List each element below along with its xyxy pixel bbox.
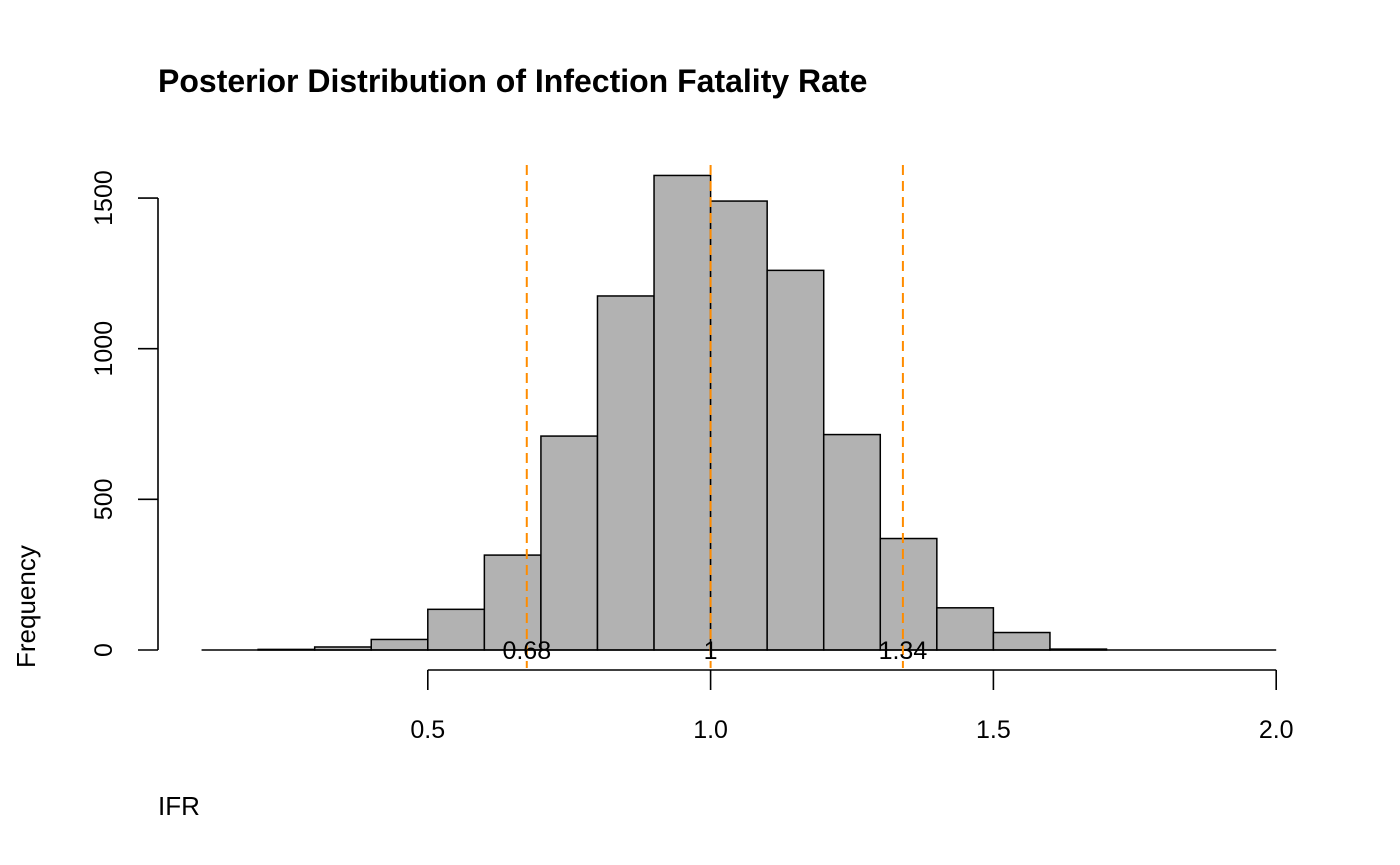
x-axis-label: IFR bbox=[158, 791, 200, 821]
histogram-bar bbox=[427, 608, 486, 651]
histogram-bar bbox=[992, 631, 1051, 651]
y-tick-label: 0 bbox=[90, 643, 118, 657]
histogram-bars bbox=[201, 174, 1277, 651]
x-tick-label: 1.0 bbox=[693, 716, 728, 744]
x-tick-label: 1.5 bbox=[976, 716, 1011, 744]
reference-line-label: 0.68 bbox=[502, 637, 551, 665]
histogram-bar bbox=[766, 269, 825, 651]
histogram-bar bbox=[483, 554, 542, 651]
histogram-bar bbox=[540, 435, 599, 651]
y-tick-label: 1000 bbox=[90, 321, 118, 377]
histogram-bar bbox=[653, 174, 712, 651]
reference-lines: 0.68 1 1.34 bbox=[502, 165, 927, 668]
histogram-bar bbox=[370, 638, 429, 651]
histogram-bar bbox=[936, 607, 995, 651]
histogram-bar bbox=[822, 433, 882, 651]
chart-title: Posterior Distribution of Infection Fata… bbox=[158, 63, 867, 99]
y-tick-label: 1500 bbox=[90, 170, 118, 226]
histogram-bar bbox=[709, 200, 768, 651]
x-tick-label: 2.0 bbox=[1259, 716, 1294, 744]
reference-line-label: 1.34 bbox=[879, 637, 928, 665]
histogram-bar bbox=[596, 295, 655, 651]
histogram-bar bbox=[879, 537, 938, 651]
x-axis: 0.5 1.0 1.5 2.0 bbox=[410, 669, 1294, 744]
y-axis-label: Frequency bbox=[11, 545, 41, 668]
x-tick-label: 0.5 bbox=[410, 716, 445, 744]
y-axis: 0 500 1000 1500 bbox=[90, 170, 159, 657]
y-tick-label: 500 bbox=[90, 478, 118, 520]
reference-line-label: 1 bbox=[704, 637, 718, 665]
